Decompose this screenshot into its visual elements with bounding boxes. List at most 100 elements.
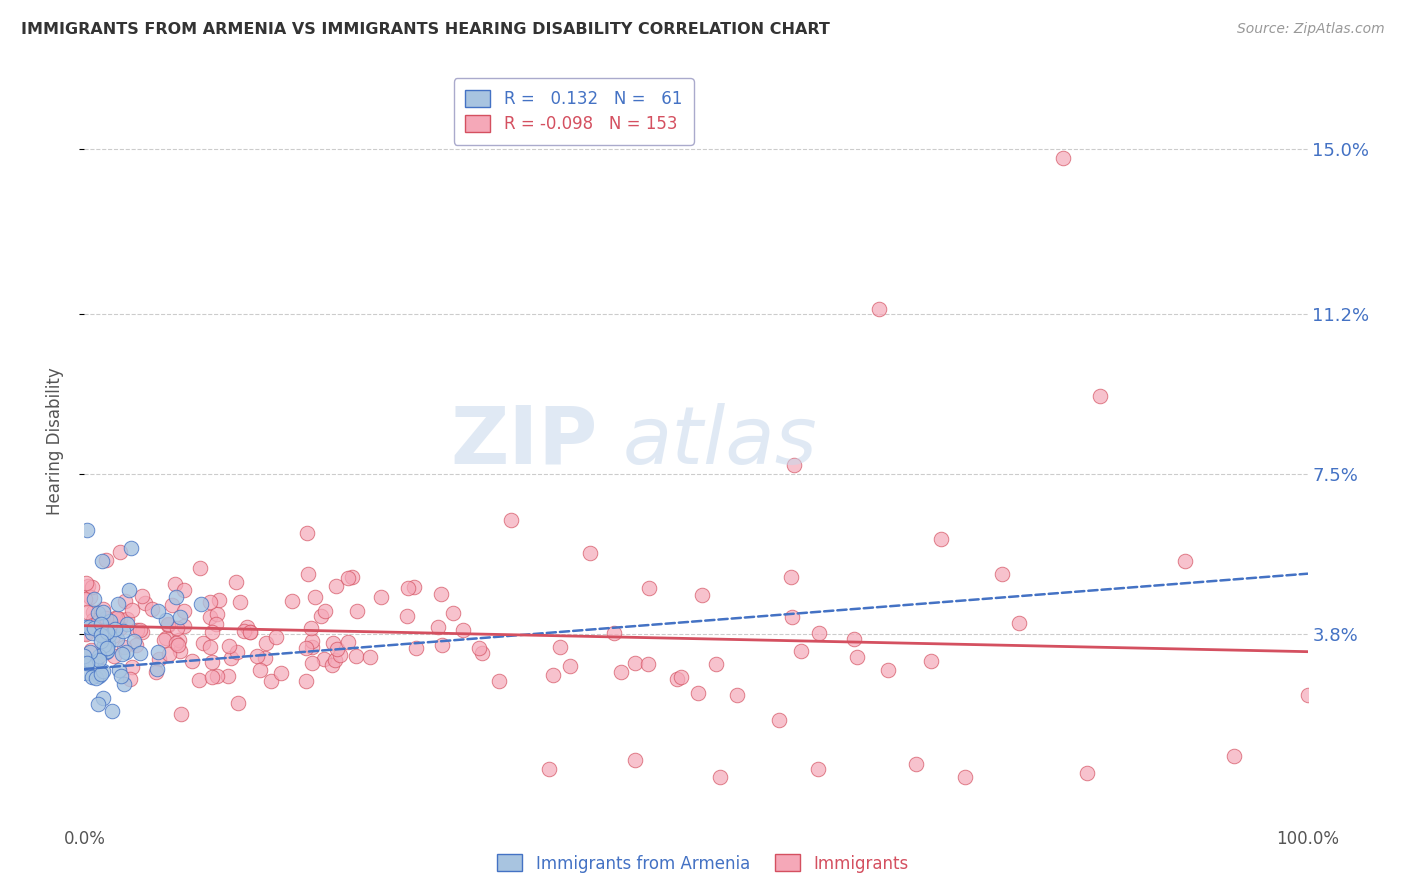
Point [558,658,581,673]
Point [165,636,187,650]
Point [110,669,132,683]
Point [75,620,97,634]
Y-axis label: Hearing Disability: Hearing Disability [45,368,63,516]
Point [128,624,150,638]
Point [148,651,170,665]
Point [624,656,647,670]
Point [301,634,323,648]
Point [638,581,661,595]
Point [254,635,277,649]
Point [127,624,149,638]
Point [329,648,352,662]
Point [579,546,602,560]
Point [75,665,97,680]
Point [129,646,152,660]
Point [121,603,143,617]
Point [405,641,427,656]
Point [87,615,110,629]
Point [207,607,229,621]
Point [125,638,148,652]
Point [430,587,453,601]
Point [110,612,132,626]
Point [134,596,156,610]
Point [114,645,136,659]
Point [233,624,256,638]
Point [430,638,453,652]
Point [112,624,135,638]
Point [190,597,212,611]
Point [246,648,269,663]
Point [725,688,748,702]
Point [180,654,202,668]
Point [225,575,247,590]
Point [83,621,105,635]
Point [80,670,103,684]
Point [200,670,222,684]
Point [82,613,104,627]
Point [637,657,659,672]
Point [929,532,952,546]
Point [219,650,242,665]
Point [783,458,806,473]
Point [82,606,104,620]
Point [1223,748,1246,763]
Point [101,629,124,643]
Point [488,673,510,688]
Point [326,642,349,657]
Point [688,686,710,700]
Point [170,707,193,722]
Point [205,669,228,683]
Point [108,545,131,559]
Point [77,579,100,593]
Point [91,602,114,616]
Point [468,641,491,656]
Point [96,624,118,639]
Point [249,663,271,677]
Point [260,673,283,688]
Point [541,668,564,682]
Point [91,605,114,619]
Point [236,620,259,634]
Point [359,650,381,665]
Point [920,654,942,668]
Point [173,619,195,633]
Point [94,645,117,659]
Point [402,581,425,595]
Point [344,648,367,663]
Point [80,643,103,657]
Text: ZIP: ZIP [451,402,598,481]
Point [118,672,141,686]
Point [166,638,188,652]
Point [314,604,336,618]
Point [200,640,222,655]
Point [218,640,240,654]
Point [160,598,183,612]
Point [118,583,141,598]
Point [201,625,224,640]
Point [471,646,494,660]
Point [301,656,323,670]
Point [108,663,131,677]
Point [73,649,96,664]
Point [165,591,187,605]
Point [538,762,561,776]
Point [96,644,118,658]
Point [346,604,368,618]
Point [790,644,813,658]
Point [98,614,121,628]
Point [82,626,104,640]
Point [188,561,211,575]
Point [226,697,249,711]
Point [991,566,1014,581]
Point [107,597,129,611]
Point [80,655,103,669]
Point [91,691,114,706]
Point [152,633,174,648]
Legend: Immigrants from Armenia, Immigrants: Immigrants from Armenia, Immigrants [491,847,915,880]
Point [225,645,247,659]
Point [187,673,209,687]
Point [325,579,347,593]
Point [295,526,318,541]
Point [90,666,112,681]
Point [1174,554,1197,568]
